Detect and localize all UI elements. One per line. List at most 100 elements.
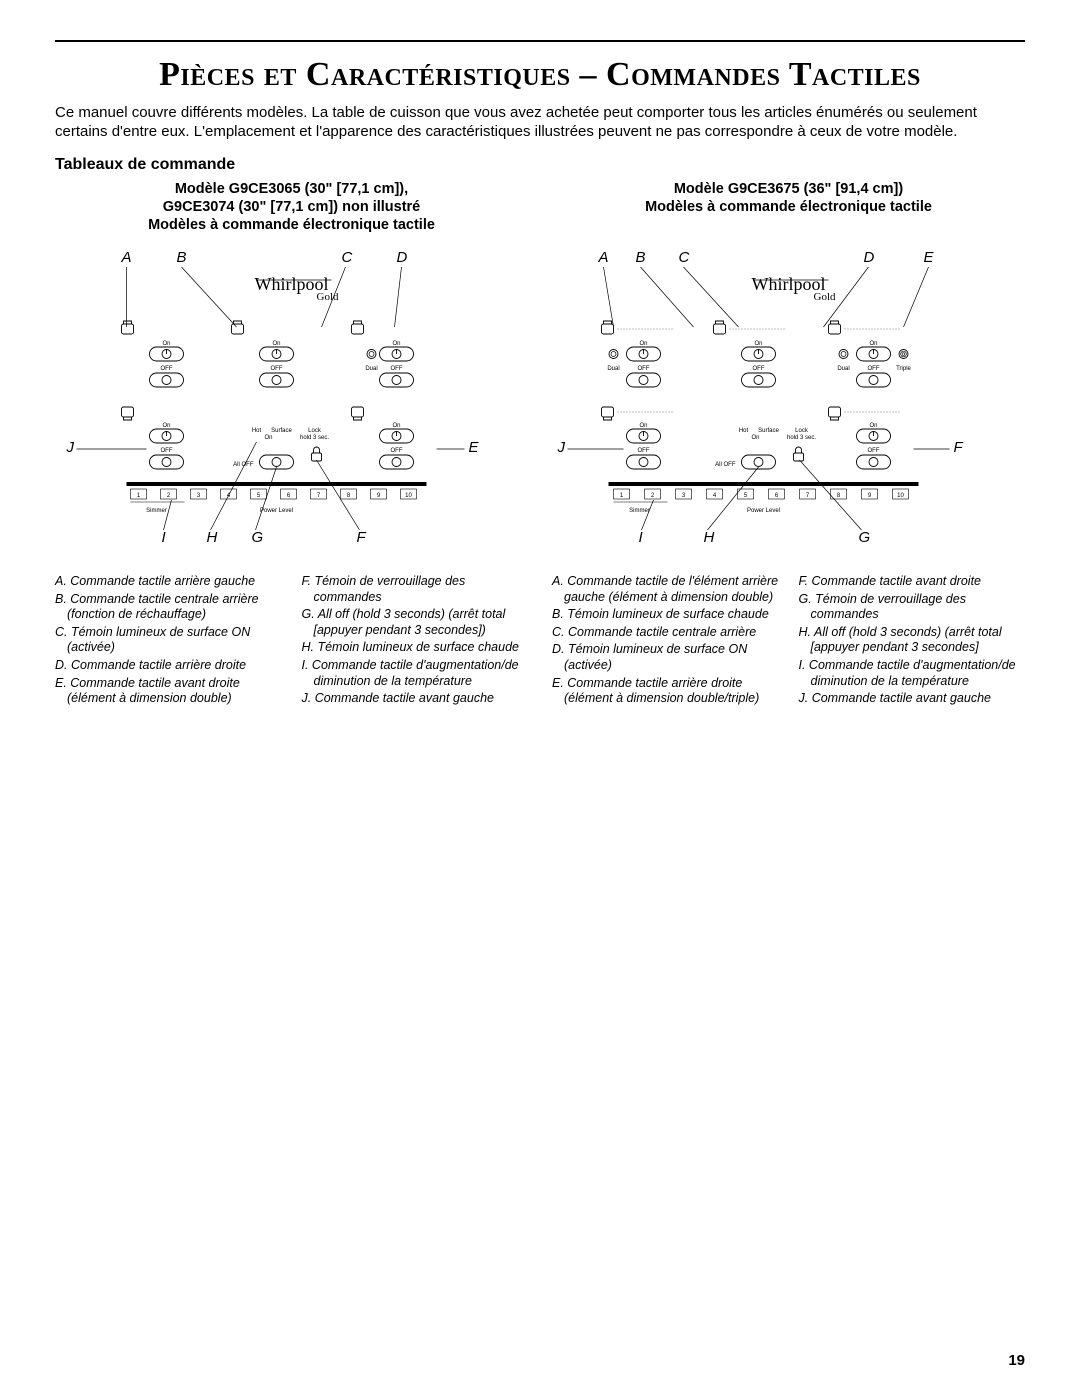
legend-item: J. Commande tactile avant gauche — [302, 691, 529, 707]
page-title: Pièces et Caractéristiques – Commandes T… — [55, 56, 1025, 94]
callout-D: D — [397, 249, 408, 266]
svg-text:Simmer: Simmer — [629, 508, 650, 514]
left-diagram: A B C D Whirlpool Gold — [55, 242, 528, 562]
svg-text:F: F — [357, 529, 367, 546]
svg-text:E: E — [469, 439, 480, 456]
svg-text:I: I — [639, 529, 643, 546]
page-number: 19 — [1008, 1352, 1025, 1369]
section-header: Tableaux de commande — [55, 156, 1025, 174]
svg-text:OFF: OFF — [753, 366, 765, 372]
svg-text:7: 7 — [317, 493, 321, 499]
svg-text:OFF: OFF — [271, 366, 283, 372]
brand-sub: Gold — [317, 291, 340, 303]
svg-text:6: 6 — [775, 493, 779, 499]
legend-item: F. Témoin de verrouillage des commandes — [302, 574, 529, 605]
svg-text:On: On — [639, 341, 647, 347]
legend-item: J. Commande tactile avant gauche — [799, 691, 1026, 707]
svg-text:G: G — [252, 529, 264, 546]
svg-text:8: 8 — [347, 493, 351, 499]
svg-text:5: 5 — [744, 493, 748, 499]
svg-text:2: 2 — [167, 493, 171, 499]
svg-text:On: On — [869, 341, 877, 347]
right-panel-heading: Modèle G9CE3675 (36" [91,4 cm]) Modèles … — [552, 180, 1025, 234]
panels-row: Modèle G9CE3065 (30" [77,1 cm]), G9CE307… — [55, 180, 1025, 709]
svg-text:Simmer: Simmer — [146, 508, 167, 514]
svg-text:OFF: OFF — [391, 366, 403, 372]
legend-item: F. Commande tactile avant droite — [799, 574, 1026, 590]
svg-text:On: On — [639, 423, 647, 429]
intro-paragraph: Ce manuel couvre différents modèles. La … — [55, 104, 1025, 142]
svg-text:On: On — [751, 435, 759, 441]
callout-B: B — [177, 249, 187, 266]
svg-text:H: H — [704, 529, 715, 546]
svg-text:9: 9 — [868, 493, 872, 499]
svg-text:On: On — [264, 435, 272, 441]
svg-text:On: On — [272, 341, 280, 347]
svg-text:C: C — [679, 249, 690, 266]
legend-item: I. Commande tactile d'augmentation/de di… — [799, 658, 1026, 689]
svg-text:OFF: OFF — [638, 448, 650, 454]
svg-text:E: E — [924, 249, 935, 266]
svg-text:Dual: Dual — [837, 366, 849, 372]
legend-item: C. Témoin lumineux de surface ON (activé… — [55, 625, 282, 656]
svg-text:Lock: Lock — [795, 428, 809, 434]
svg-text:hold 3 sec.: hold 3 sec. — [787, 435, 816, 441]
svg-text:J: J — [557, 439, 566, 456]
svg-text:On: On — [869, 423, 877, 429]
svg-text:F: F — [954, 439, 964, 456]
legend-item: H. All off (hold 3 seconds) (arrêt total… — [799, 625, 1026, 656]
svg-text:7: 7 — [806, 493, 810, 499]
svg-text:I: I — [162, 529, 166, 546]
legend-item: E. Commande tactile arrière droite (élém… — [552, 676, 779, 707]
svg-text:2: 2 — [651, 493, 655, 499]
svg-text:4: 4 — [713, 493, 717, 499]
right-diagram: A B C D E Whirlpool Gold — [552, 242, 1025, 562]
svg-text:hold 3 sec.: hold 3 sec. — [300, 435, 329, 441]
svg-text:Power Level: Power Level — [260, 508, 293, 514]
svg-text:1: 1 — [137, 493, 141, 499]
legend-item: B. Commande tactile centrale arrière (fo… — [55, 592, 282, 623]
svg-text:G: G — [859, 529, 871, 546]
svg-text:Hot: Hot — [739, 428, 749, 434]
legend-item: D. Commande tactile arrière droite — [55, 658, 282, 674]
svg-text:OFF: OFF — [391, 448, 403, 454]
legend-item: C. Commande tactile centrale arrière — [552, 625, 779, 641]
top-rule — [55, 40, 1025, 42]
svg-text:On: On — [162, 341, 170, 347]
svg-text:Lock: Lock — [308, 428, 322, 434]
legend-item: D. Témoin lumineux de surface ON (activé… — [552, 642, 779, 673]
left-legend: A. Commande tactile arrière gauche B. Co… — [55, 574, 528, 709]
legend-item: I. Commande tactile d'augmentation/de di… — [302, 658, 529, 689]
svg-text:OFF: OFF — [161, 448, 173, 454]
legend-item: G. Témoin de verrouillage des commandes — [799, 592, 1026, 623]
left-legend-col1: A. Commande tactile arrière gauche B. Co… — [55, 574, 282, 709]
left-panel: Modèle G9CE3065 (30" [77,1 cm]), G9CE307… — [55, 180, 528, 709]
svg-text:OFF: OFF — [161, 366, 173, 372]
svg-text:Dual: Dual — [365, 366, 377, 372]
callout-A: A — [121, 249, 132, 266]
svg-text:10: 10 — [897, 493, 904, 499]
svg-text:Dual: Dual — [607, 366, 619, 372]
svg-text:Gold: Gold — [814, 291, 837, 303]
svg-text:On: On — [162, 423, 170, 429]
legend-item: H. Témoin lumineux de surface chaude — [302, 640, 529, 656]
svg-text:OFF: OFF — [868, 366, 880, 372]
svg-text:J: J — [66, 439, 75, 456]
svg-text:6: 6 — [287, 493, 291, 499]
right-heading-text: Modèle G9CE3675 (36" [91,4 cm]) Modèles … — [645, 181, 932, 215]
svg-text:3: 3 — [197, 493, 201, 499]
right-legend: A. Commande tactile de l'élément arrière… — [552, 574, 1025, 709]
right-panel: Modèle G9CE3675 (36" [91,4 cm]) Modèles … — [552, 180, 1025, 709]
callout-C: C — [342, 249, 353, 266]
svg-text:Surface: Surface — [758, 428, 779, 434]
legend-item: A. Commande tactile de l'élément arrière… — [552, 574, 779, 605]
pot-icon — [122, 321, 134, 334]
svg-text:Triple: Triple — [896, 366, 911, 372]
svg-text:On: On — [392, 423, 400, 429]
right-legend-col2: F. Commande tactile avant droite G. Témo… — [799, 574, 1026, 709]
svg-text:5: 5 — [257, 493, 261, 499]
svg-text:OFF: OFF — [638, 366, 650, 372]
svg-text:Surface: Surface — [271, 428, 292, 434]
left-legend-col2: F. Témoin de verrouillage des commandes … — [302, 574, 529, 709]
legend-item: A. Commande tactile arrière gauche — [55, 574, 282, 590]
